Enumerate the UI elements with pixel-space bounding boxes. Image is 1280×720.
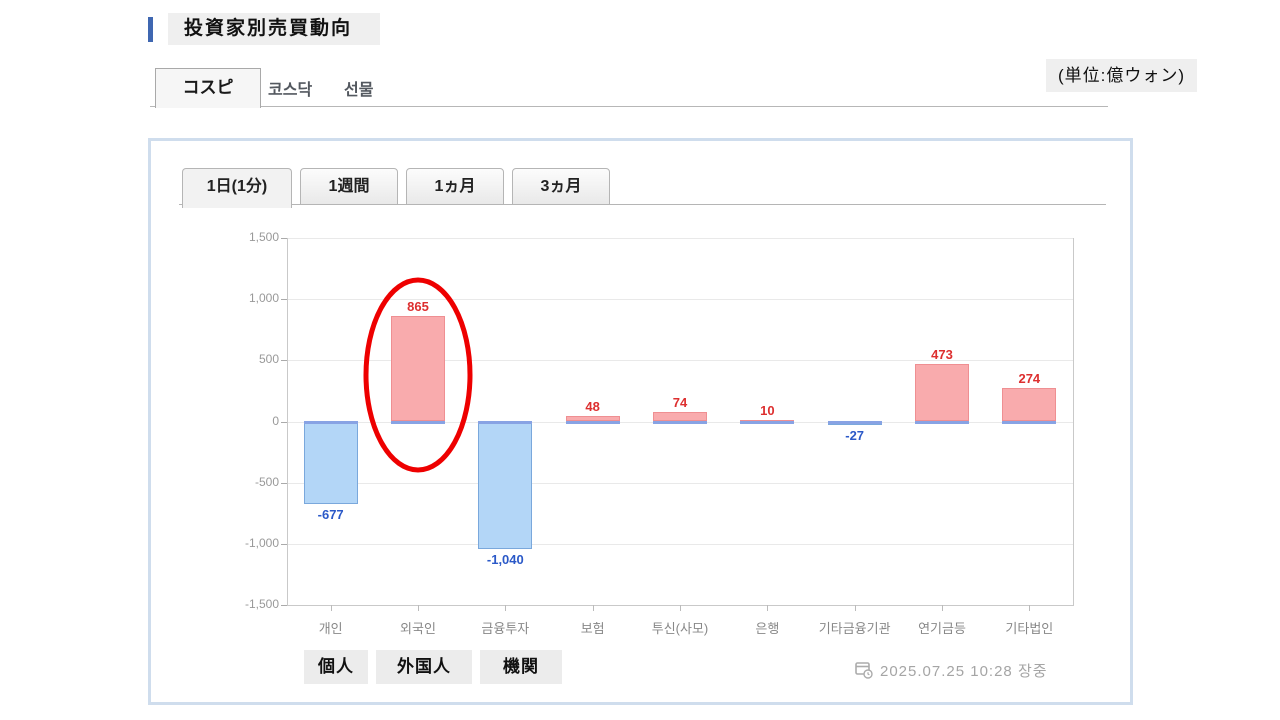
gridline-500 <box>287 360 1073 362</box>
x-tick <box>942 605 943 611</box>
bar-baseline-보험 <box>565 420 620 424</box>
x-tick <box>592 605 594 611</box>
y-tick <box>281 543 287 545</box>
market-tab-코스닥[interactable]: 코스닥 <box>268 82 313 99</box>
y-tick <box>281 299 287 301</box>
bar-value-label: 274 <box>1018 370 1041 386</box>
y-tick <box>281 421 287 423</box>
y-tick-label: -500 <box>254 474 279 489</box>
bar-value-label: -1,040 <box>486 551 524 567</box>
calendar-clock-icon <box>855 662 873 679</box>
bar-외국인 <box>391 315 445 422</box>
period-tab-1ヵ月[interactable]: 1ヵ月 <box>406 168 504 205</box>
plot-right-border <box>1073 238 1074 606</box>
bar-baseline-개인 <box>303 420 358 424</box>
y-tick-label: 0 <box>272 413 279 428</box>
y-tick-label: -1,500 <box>244 597 279 611</box>
bar-baseline-기타금융기관 <box>827 420 882 424</box>
bar-value-label: 74 <box>672 395 688 411</box>
x-tick <box>330 605 332 611</box>
unit-label: (単位:億ウォン) <box>1046 59 1198 92</box>
bar-기타법인 <box>1002 387 1057 422</box>
period-tabs-divider <box>179 204 1106 205</box>
x-tick <box>1029 605 1031 611</box>
chart-timestamp: 2025.07.25 10:28 장중 <box>880 663 1048 680</box>
y-tick <box>281 482 287 484</box>
x-tick <box>680 605 681 611</box>
x-tick-label: 금융투자 <box>481 621 530 636</box>
gridline-1,000 <box>287 299 1073 301</box>
y-tick-label: 1,000 <box>248 291 279 306</box>
bar-연기금등 <box>915 363 969 422</box>
overlay-label-個人: 個人 <box>304 650 368 684</box>
bar-value-label: 865 <box>407 298 429 314</box>
bar-value-label: 10 <box>760 403 775 419</box>
x-tick-label: 연기금등 <box>918 621 966 636</box>
y-tick <box>281 605 287 606</box>
x-tick <box>418 605 419 611</box>
x-tick-label: 기타법인 <box>1005 621 1054 636</box>
x-tick-label: 기타금융기관 <box>818 621 891 636</box>
gridline-1,500 <box>287 238 1073 239</box>
period-tab-1日(1分)[interactable]: 1日(1分) <box>182 168 292 208</box>
x-tick <box>505 605 507 611</box>
bar-baseline-기타법인 <box>1002 420 1057 424</box>
bar-value-label: -677 <box>317 507 344 523</box>
x-tick-label: 투신(사모) <box>651 621 709 636</box>
bar-baseline-투신(사모) <box>653 420 707 424</box>
gridline--1,000 <box>287 543 1073 545</box>
bar-baseline-연기금등 <box>915 420 969 424</box>
x-tick <box>854 605 856 611</box>
bar-value-label: -27 <box>845 427 865 443</box>
title-accent-bar <box>148 17 153 42</box>
gridline--500 <box>287 482 1073 484</box>
bar-baseline-외국인 <box>391 420 445 424</box>
y-tick <box>281 360 287 362</box>
market-tab-선물[interactable]: 선물 <box>344 82 374 99</box>
y-tick-label: 500 <box>258 352 279 367</box>
overlay-label-機関: 機関 <box>480 650 562 684</box>
x-tick <box>767 605 769 611</box>
period-tab-1週間[interactable]: 1週間 <box>300 168 398 205</box>
bar-baseline-은행 <box>740 420 795 424</box>
bar-value-label: 473 <box>931 346 953 362</box>
market-tab-コスピ[interactable]: コスピ <box>155 68 261 108</box>
bar-value-label: 48 <box>585 398 600 414</box>
bar-개인 <box>303 421 358 505</box>
x-tick-label: 외국인 <box>400 621 436 636</box>
page-title: 投資家別売買動向 <box>168 13 381 45</box>
market-tabs-divider <box>150 106 1108 107</box>
overlay-label-外国人: 外国人 <box>376 650 472 684</box>
bar-baseline-금융투자 <box>478 420 533 424</box>
y-tick-label: -1,000 <box>244 535 279 550</box>
y-tick <box>281 238 287 239</box>
x-tick-label: 개인 <box>318 621 343 636</box>
y-tick-label: 1,500 <box>248 230 279 244</box>
period-tab-3ヵ月[interactable]: 3ヵ月 <box>512 168 610 205</box>
bar-금융투자 <box>478 421 533 549</box>
y-axis-line <box>287 238 288 605</box>
x-tick-label: 은행 <box>755 621 780 636</box>
x-tick-label: 보험 <box>580 621 605 636</box>
